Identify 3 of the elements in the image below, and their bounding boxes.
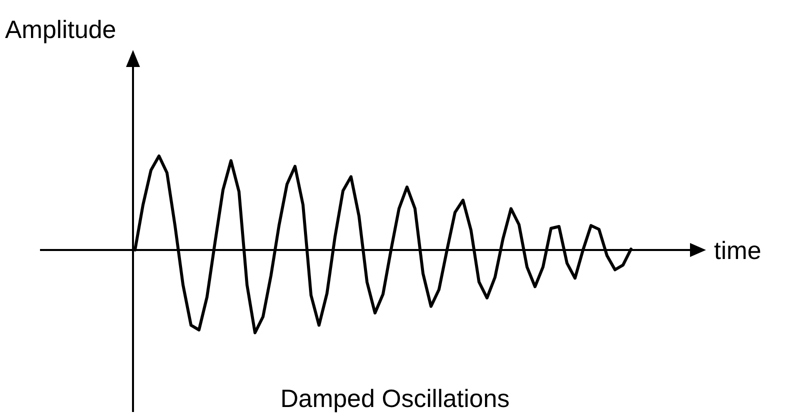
y-axis-title: Amplitude <box>5 16 116 44</box>
x-axis-title: time <box>714 237 762 265</box>
text: Damped Oscillations <box>280 385 510 413</box>
